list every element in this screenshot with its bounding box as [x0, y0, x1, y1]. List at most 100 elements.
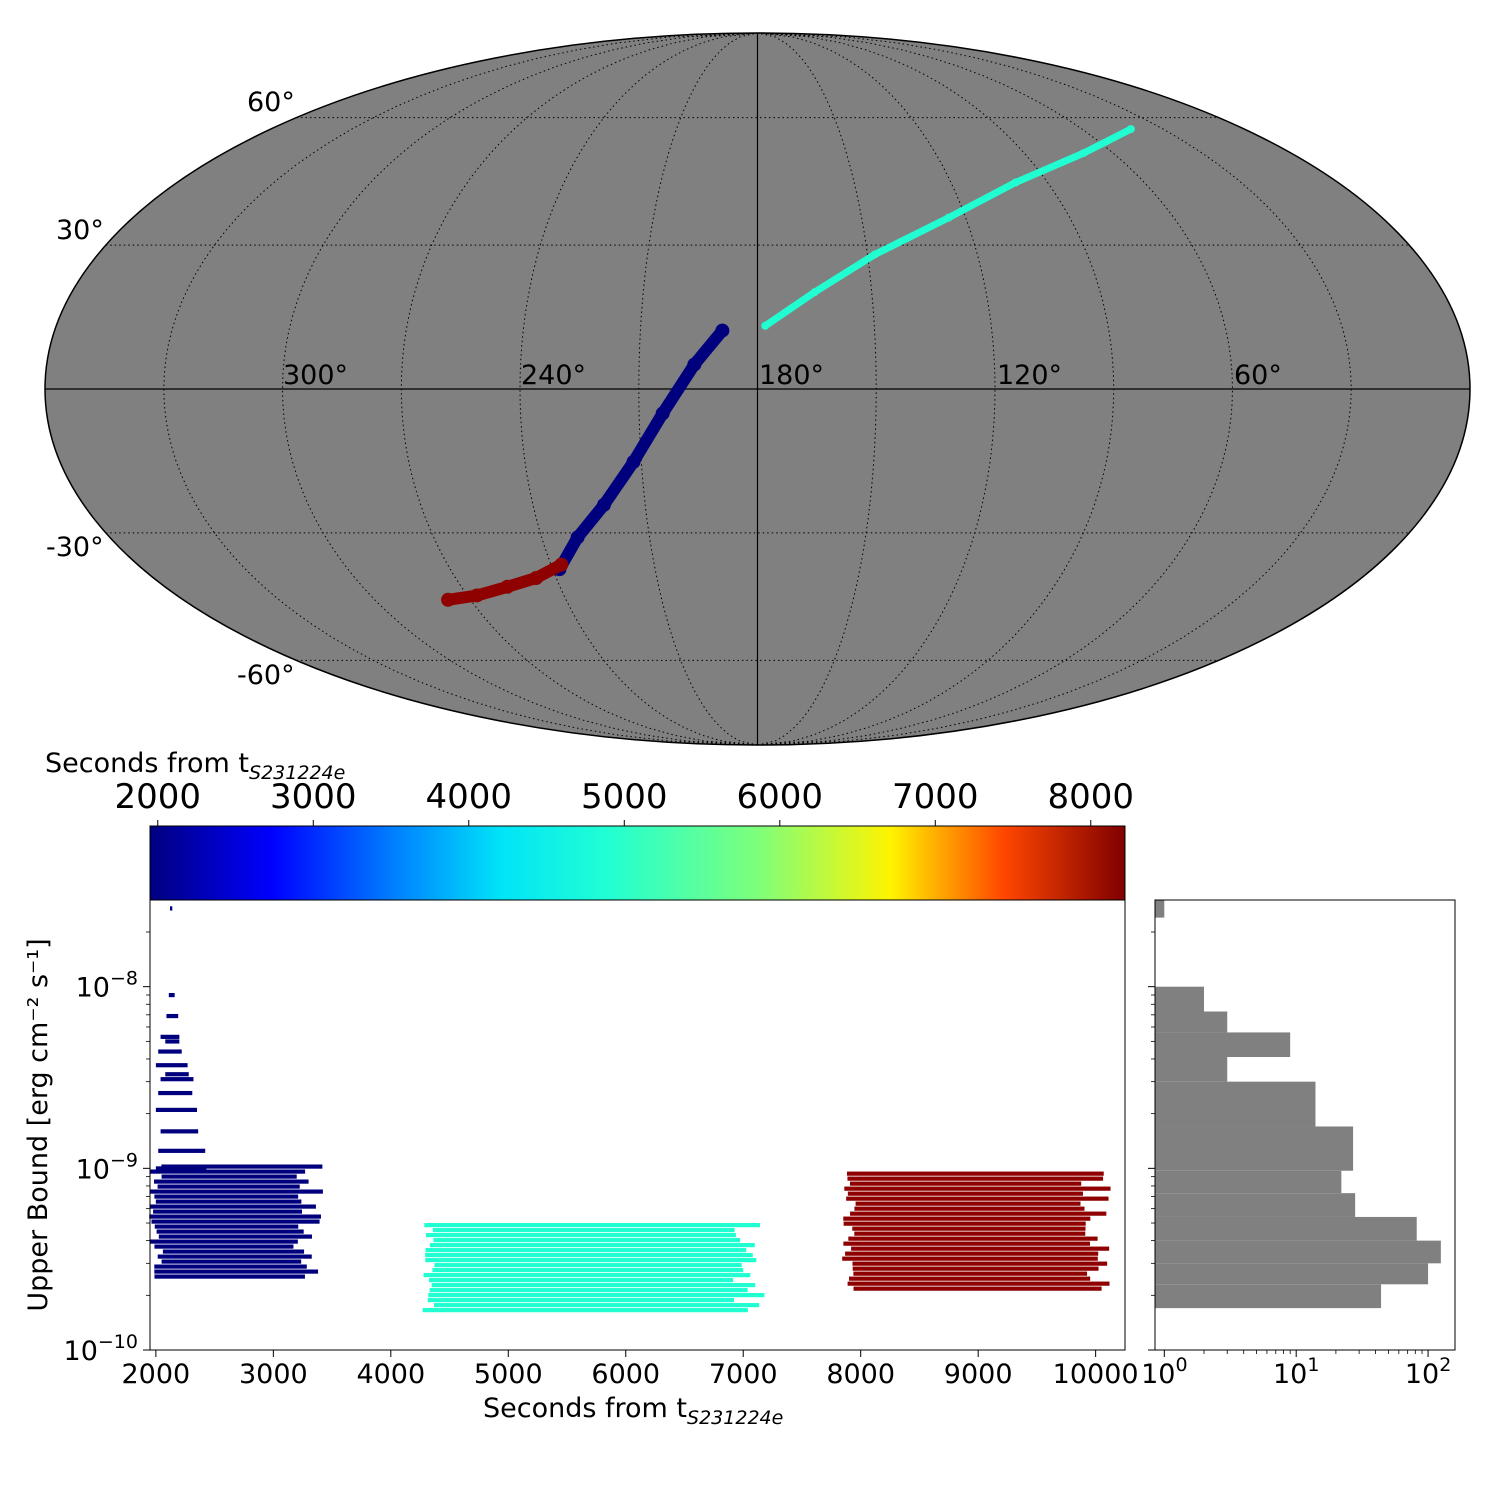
histogram-x-tick-label: 102	[1405, 1354, 1451, 1390]
upper-bound-segment	[423, 1273, 751, 1278]
y-tick-label: 10−10	[64, 1331, 138, 1367]
histogram-bar	[1155, 1011, 1228, 1033]
upper-bound-segment	[160, 1129, 199, 1134]
main-x-axis-label: Seconds from tS231224e	[483, 1393, 783, 1429]
upper-bound-segment	[429, 1288, 748, 1293]
sky-localization-point	[554, 557, 569, 572]
histogram-bars	[1155, 900, 1441, 1309]
upper-bound-segment	[154, 1179, 309, 1184]
upper-bound-segment	[160, 1077, 194, 1082]
colorbar-tick-label: 3000	[270, 777, 357, 817]
upper-bound-segment	[428, 1293, 765, 1298]
sky-localization-point	[687, 357, 702, 372]
upper-bound-segment	[846, 1171, 1104, 1176]
upper-bound-segment	[158, 1234, 312, 1239]
upper-bound-segment	[156, 1229, 304, 1234]
upper-bound-segment	[849, 1181, 1082, 1186]
main-x-ticks: 2000 3000 4000 5000 6000 7000 8000 9000 10000	[122, 1350, 1139, 1390]
histogram-bar	[1155, 1263, 1429, 1285]
upper-bound-segment	[165, 1072, 189, 1077]
upper-bound-segment	[427, 1298, 735, 1303]
upper-bound-segment	[425, 1258, 757, 1263]
histogram-y-ticks	[1148, 931, 1155, 1351]
colorbar: Seconds from tS231224e 2000 3000 4000 5000 6…	[45, 748, 1135, 901]
upper-bound-segment	[166, 1013, 179, 1019]
colorbar-tick-label: 2000	[115, 777, 202, 817]
sky-localization-point	[715, 323, 730, 338]
x-tick-label: 9000	[944, 1359, 1013, 1390]
meridian-gridline	[163, 32, 758, 746]
upper-bound-segment	[422, 1308, 748, 1313]
count-histogram: 100 101 102	[1141, 899, 1456, 1390]
upper-bound-segment	[432, 1268, 744, 1273]
x-tick-label: 4000	[356, 1359, 425, 1390]
histogram-bar	[1155, 1193, 1356, 1217]
colorbar-tick-label: 8000	[1048, 777, 1135, 817]
upper-bound-segment	[850, 1211, 1107, 1216]
upper-bound-segment	[429, 1278, 734, 1283]
histogram-bar	[1155, 1032, 1291, 1058]
main-plot-frame	[149, 899, 1126, 1351]
lon-tick-label: 120°	[997, 360, 1062, 391]
upper-bound-segment	[433, 1303, 760, 1308]
upper-bound-plot: 2000 3000 4000 5000 6000 7000 8000 9000 10000 10…	[23, 899, 1139, 1429]
sky-localization-point	[570, 530, 585, 545]
main-y-ticks: 10−8 10−9 10−10	[64, 931, 150, 1367]
upper-bound-segment	[153, 1209, 303, 1214]
histogram-bar	[1155, 1170, 1342, 1194]
upper-bound-segment	[151, 1219, 320, 1224]
sky-localization-point	[870, 250, 879, 259]
upper-bound-segment	[845, 1251, 1099, 1256]
histogram-bar	[1155, 1057, 1228, 1082]
lon-tick-label: 240°	[521, 360, 586, 391]
upper-bound-segment	[855, 1201, 1081, 1206]
sky-localization-point	[810, 288, 819, 297]
upper-bound-segment	[425, 1253, 753, 1258]
sky-localization-point	[529, 571, 544, 586]
lon-tick-label: 300°	[283, 360, 348, 391]
lon-tick-label: 60°	[1234, 360, 1282, 391]
upper-bound-segment	[843, 1221, 1086, 1226]
upper-bound-segment	[433, 1238, 741, 1243]
lat-tick-label: -60°	[237, 660, 295, 691]
upper-bound-segment	[150, 1189, 323, 1194]
histogram-bar	[1155, 1284, 1382, 1309]
upper-bound-segment	[155, 1199, 302, 1204]
y-tick-label: 10−9	[76, 1149, 138, 1185]
upper-bound-segment	[155, 1166, 207, 1171]
upper-bound-segment	[154, 1269, 319, 1274]
x-tick-label: 5000	[474, 1359, 543, 1390]
x-tick-label: 2000	[122, 1359, 191, 1390]
sky-localization-point	[441, 592, 456, 607]
upper-bound-segment	[847, 1176, 1104, 1181]
x-tick-label: 8000	[826, 1359, 895, 1390]
upper-bound-segment	[150, 1239, 298, 1244]
colorbar-tick-label: 4000	[426, 777, 513, 817]
lon-tick-label: 180°	[759, 360, 824, 391]
upper-bound-segment	[154, 1244, 294, 1249]
upper-bound-segment	[154, 1264, 307, 1269]
upper-bound-segment	[425, 1248, 747, 1253]
sky-localization-point	[655, 406, 670, 421]
histogram-x-ticks: 100 101 102	[1141, 1350, 1451, 1390]
colorbar-tick-label: 7000	[892, 777, 979, 817]
upper-bound-segment	[158, 1148, 206, 1153]
sky-localization-point	[761, 321, 770, 330]
sky-localization-point	[944, 213, 953, 222]
upper-bound-segment	[848, 1236, 1098, 1241]
histogram-bar	[1155, 900, 1165, 918]
upper-bound-segment	[844, 1186, 1111, 1191]
histogram-frame	[1154, 899, 1456, 1351]
sky-localization-point	[469, 588, 484, 603]
upper-bound-segment	[155, 1063, 188, 1068]
upper-bound-segment	[169, 906, 173, 911]
histogram-bar	[1155, 1126, 1354, 1171]
upper-bound-segment	[161, 1174, 297, 1179]
y-tick-label: 10−8	[76, 968, 138, 1004]
upper-bound-segment	[158, 1090, 193, 1096]
upper-bound-segment	[429, 1243, 755, 1248]
x-tick-label: 10000	[1053, 1359, 1139, 1390]
histogram-bar	[1155, 1081, 1316, 1127]
upper-bound-segment	[149, 1169, 306, 1174]
upper-bound-segment	[434, 1263, 742, 1268]
